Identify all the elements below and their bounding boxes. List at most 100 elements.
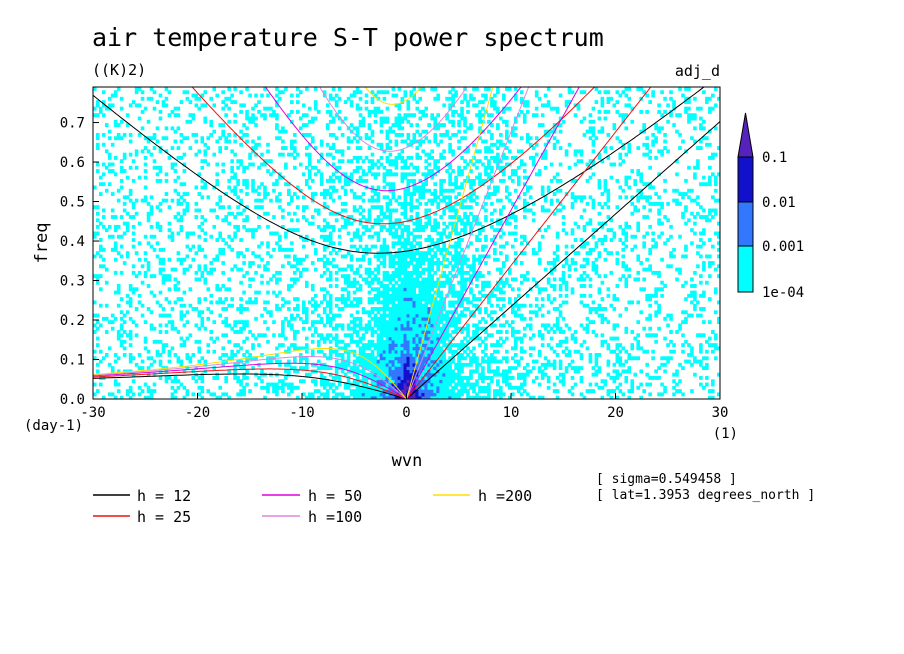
heatmap-cell	[203, 159, 208, 164]
heatmap-cell	[415, 165, 420, 170]
heatmap-cell	[125, 211, 130, 216]
heatmap-cell	[457, 376, 461, 380]
heatmap-cell	[463, 307, 467, 311]
heatmap-cell	[203, 277, 208, 282]
heatmap-cell	[618, 238, 623, 242]
heatmap-cell	[128, 356, 133, 361]
heatmap-cell	[454, 362, 458, 367]
heatmap-cell	[146, 241, 151, 246]
heatmap-cell	[448, 359, 452, 364]
heatmap-cell	[260, 152, 264, 157]
heatmap-cell	[478, 336, 482, 341]
heatmap-cell	[600, 313, 605, 318]
heatmap-cell	[122, 313, 127, 318]
heatmap-cell	[370, 372, 375, 377]
heatmap-cell	[627, 224, 632, 229]
heatmap-cell	[149, 205, 154, 210]
heatmap-cell	[325, 188, 330, 193]
heatmap-cell	[358, 205, 363, 210]
heatmap-cell	[104, 330, 109, 334]
heatmap-cell	[693, 165, 697, 170]
heatmap-cell	[388, 310, 393, 315]
heatmap-cell	[185, 392, 190, 397]
heatmap-cell	[427, 169, 431, 173]
heatmap-cell	[415, 385, 420, 390]
heatmap-cell	[376, 270, 381, 275]
heatmap-cell	[194, 379, 199, 384]
heatmap-cell	[528, 155, 533, 160]
heatmap-cell	[194, 366, 199, 371]
heatmap-cell	[690, 313, 694, 318]
heatmap-cell	[552, 267, 557, 272]
heatmap-cell	[200, 316, 205, 321]
heatmap-cell	[714, 198, 718, 203]
heatmap-cell	[287, 346, 291, 351]
heatmap-cell	[484, 346, 488, 351]
heatmap-cell	[143, 175, 148, 180]
heatmap-cell	[269, 356, 273, 361]
heatmap-cell	[597, 303, 602, 308]
heatmap-cell	[478, 159, 482, 164]
heatmap-cell	[400, 280, 405, 285]
heatmap-cell	[573, 339, 578, 344]
heatmap-cell	[412, 182, 417, 187]
heatmap-cell	[406, 313, 411, 318]
heatmap-cell	[472, 155, 476, 160]
heatmap-cell	[391, 356, 396, 361]
heatmap-cell	[239, 320, 243, 325]
heatmap-cell	[260, 241, 264, 246]
heatmap-cell	[388, 261, 393, 265]
heatmap-cell	[409, 178, 414, 183]
heatmap-cell	[466, 270, 470, 275]
heatmap-cell	[705, 339, 709, 344]
heatmap-cell	[472, 303, 476, 308]
heatmap-cell	[454, 372, 458, 377]
heatmap-cell	[376, 264, 381, 269]
heatmap-cell	[302, 257, 306, 262]
heatmap-cell	[367, 159, 372, 164]
heatmap-cell	[648, 293, 652, 298]
heatmap-cell	[714, 343, 718, 348]
heatmap-cell	[582, 224, 587, 229]
heatmap-cell	[415, 343, 420, 348]
heatmap-cell	[409, 293, 414, 298]
heatmap-cell	[140, 264, 145, 269]
heatmap-cell	[394, 316, 399, 321]
heatmap-cell	[164, 330, 169, 334]
heatmap-cell	[502, 231, 506, 236]
heatmap-cell	[663, 385, 667, 390]
heatmap-cell	[173, 267, 178, 272]
heatmap-cell	[170, 326, 175, 331]
heatmap-cell	[490, 369, 494, 374]
heatmap-cell	[352, 316, 357, 321]
heatmap-cell	[469, 300, 473, 305]
heatmap-cell	[131, 392, 136, 397]
heatmap-cell	[397, 379, 402, 384]
heatmap-cell	[636, 320, 640, 325]
heatmap-cell	[257, 192, 261, 196]
heatmap-cell	[561, 274, 566, 279]
heatmap-cell	[242, 376, 246, 380]
heatmap-cell	[618, 389, 623, 394]
heatmap-cell	[263, 307, 267, 311]
heatmap-cell	[427, 389, 431, 394]
heatmap-cell	[714, 178, 718, 183]
heatmap-cell	[388, 326, 393, 331]
heatmap-cell	[657, 172, 661, 177]
heatmap-cell	[173, 389, 178, 394]
heatmap-cell	[397, 359, 402, 364]
heatmap-cell	[445, 195, 449, 200]
heatmap-cell	[334, 313, 339, 318]
heatmap-cell	[433, 241, 437, 246]
heatmap-cell	[275, 353, 279, 357]
heatmap-cell	[448, 379, 452, 384]
heatmap-cell	[352, 270, 357, 275]
heatmap-cell	[603, 316, 608, 321]
heatmap-cell	[421, 369, 426, 374]
heatmap-cell	[409, 201, 414, 206]
heatmap-cell	[588, 353, 593, 357]
heatmap-cell	[508, 284, 512, 288]
heatmap-cell	[340, 353, 345, 357]
heatmap-cell	[379, 339, 384, 344]
heatmap-cell	[516, 165, 521, 170]
